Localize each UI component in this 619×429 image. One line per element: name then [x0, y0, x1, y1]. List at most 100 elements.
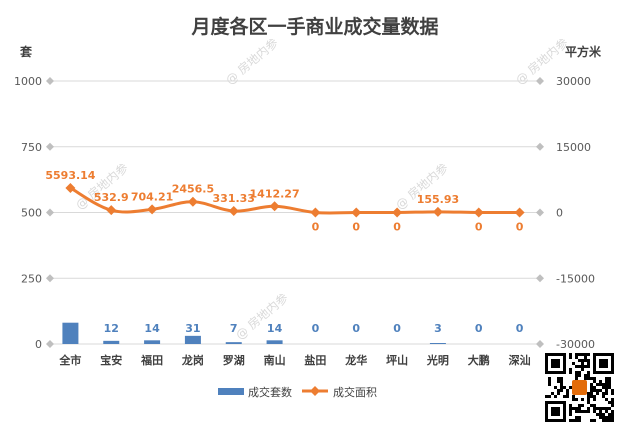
qr-module [569, 368, 572, 371]
qr-module [581, 353, 584, 356]
qr-module [563, 395, 566, 398]
qr-module [599, 383, 602, 386]
left-tick-label: 750 [21, 141, 42, 154]
qr-module [575, 374, 578, 377]
qr-module [548, 383, 551, 386]
right-axis-marker [536, 142, 544, 151]
qr-module [599, 416, 602, 419]
line-point [65, 182, 76, 193]
right-tick-label: -15000 [556, 272, 595, 285]
qr-module [605, 419, 608, 422]
chart-title: 月度各区一手商业成交量数据 [190, 15, 438, 38]
bar-data-label: 0 [393, 322, 401, 335]
qr-module [590, 419, 593, 422]
qr-module [581, 359, 584, 362]
qr-module [557, 392, 560, 395]
qr-module [578, 374, 581, 377]
bar-data-label: 14 [267, 322, 283, 335]
qr-module [602, 395, 605, 398]
qr-module [608, 380, 611, 383]
bar-data-label: 14 [144, 322, 160, 335]
right-tick-label: 0 [556, 207, 563, 220]
bar-data-label: 7 [230, 322, 238, 335]
qr-finder [599, 359, 608, 368]
category-label: 南山 [264, 353, 286, 367]
line-data-label: 0 [312, 221, 320, 234]
line-point [310, 207, 321, 218]
bar-data-label: 12 [104, 322, 119, 335]
qr-module [587, 374, 590, 377]
qr-module [611, 401, 614, 404]
qr-module [590, 392, 593, 395]
qr-module [581, 410, 584, 413]
qr-module [593, 407, 596, 410]
qr-module [599, 413, 602, 416]
bar-series: 81 12 14 31 7 14 0 0 0 3 0 0 [62, 322, 524, 344]
watermark-text: @ 房地内参 [72, 160, 131, 213]
qr-module [605, 383, 608, 386]
qr-module [587, 398, 590, 401]
line-point [106, 205, 117, 216]
qr-module [569, 407, 572, 410]
line-data-label: 2456.5 [172, 183, 214, 196]
qr-module [611, 398, 614, 401]
qr-module [599, 410, 602, 413]
line-point [514, 207, 525, 218]
line-point [147, 204, 158, 215]
qr-module [599, 389, 602, 392]
bar [184, 335, 201, 344]
right-axis: -30000 -15000 0 15000 30000 [556, 75, 595, 351]
qr-module [596, 383, 599, 386]
qr-module [584, 353, 587, 356]
qr-module [587, 377, 590, 380]
line-data-label: 0 [516, 221, 524, 234]
qr-module [602, 413, 605, 416]
qr-module [557, 389, 560, 392]
qr-module [569, 371, 572, 374]
line-data-label: 704.21 [131, 190, 173, 203]
line-data-label: 532.9 [94, 191, 129, 204]
qr-module [593, 380, 596, 383]
qr-module [569, 386, 572, 389]
qr-module [608, 377, 611, 380]
bar-data-label: 3 [434, 322, 442, 335]
qr-module [584, 410, 587, 413]
qr-module [578, 407, 581, 410]
left-axis: 0 250 500 750 1000 [14, 75, 42, 351]
left-axis-unit: 套 [19, 44, 33, 59]
qr-module [569, 356, 572, 359]
qr-module [605, 392, 608, 395]
qr-module [581, 404, 584, 407]
qr-module [593, 377, 596, 380]
qr-module [575, 353, 578, 356]
qr-module [566, 395, 569, 398]
line-data-label: 331.33 [213, 192, 255, 205]
qr-module [569, 404, 572, 407]
qr-module [593, 386, 596, 389]
qr-module [608, 401, 611, 404]
qr-module [575, 419, 578, 422]
qr-code [543, 351, 616, 424]
qr-module [605, 377, 608, 380]
category-label: 深汕 [509, 353, 531, 367]
category-label: 罗湖 [223, 353, 245, 367]
qr-module [608, 419, 611, 422]
bar [266, 340, 283, 344]
qr-module [593, 404, 596, 407]
bar [225, 342, 242, 344]
qr-logo [572, 380, 587, 395]
qr-module [569, 413, 572, 416]
line-data-label: 5593.14 [45, 169, 95, 182]
qr-module [587, 362, 590, 365]
left-axis-marker [46, 208, 54, 217]
qr-module [605, 398, 608, 401]
qr-module [590, 377, 593, 380]
qr-module [584, 359, 587, 362]
qr-module [548, 395, 551, 398]
bar [144, 340, 161, 344]
category-label: 全市 [58, 353, 81, 367]
line-point [351, 207, 362, 218]
qr-module [554, 395, 557, 398]
